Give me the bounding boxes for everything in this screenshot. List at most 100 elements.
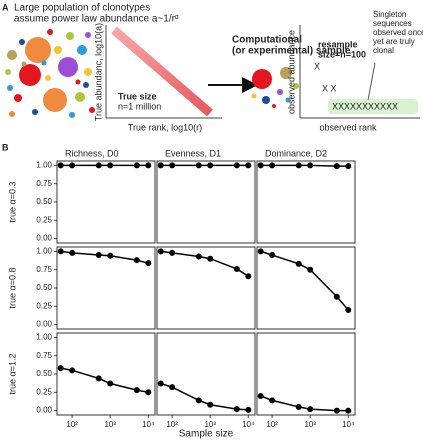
point [207,401,214,408]
facet-frame [156,246,256,330]
point [233,265,240,272]
point [207,255,214,262]
point [133,387,140,394]
note: observed once [373,28,423,37]
point [233,162,240,169]
x-tick-label: 10³ [304,420,316,429]
point [57,248,64,255]
annotation: (or experimental) sample [232,46,351,57]
x-axis-label: Sample size [179,429,234,440]
point [169,162,176,169]
point [95,375,102,382]
point [333,293,340,300]
facet-frame [56,160,156,244]
y-tick-label: 0.75 [36,351,52,360]
axis-label: observed rank [319,122,377,132]
y-tick-label: 0.50 [36,283,52,292]
point [207,162,214,169]
point [195,162,202,169]
point [295,403,302,410]
point [157,162,164,169]
y-tick-label: 0.75 [36,179,52,188]
facet-frame [256,246,356,330]
annotation: resample [318,39,358,49]
row-label: true α=1.2 [7,354,17,395]
y-tick-label: 0.00 [36,320,52,329]
point [169,384,176,391]
point [95,162,102,169]
point [107,252,114,259]
annotation: X [314,61,320,71]
panel-a: A Large population of clonotypes assume … [2,2,423,132]
point [345,407,352,414]
y-tick-label: 1.00 [36,333,52,342]
point [57,162,64,169]
note: yet are truly [373,37,415,46]
panel-label: A [2,2,9,12]
y-tick-label: 0.50 [36,197,52,206]
point [295,260,302,267]
point [269,252,276,259]
point [345,163,352,170]
point [145,260,152,267]
title: assume power law abundance a~1/rᵅ [14,14,179,25]
x-tick-label: 10⁴ [142,420,155,429]
facet-frame [156,332,256,416]
point [157,248,164,255]
clonotype-circles [5,29,95,118]
x-tick-label: 10² [266,420,278,429]
point [69,249,76,256]
y-tick-label: 0.00 [36,406,52,415]
point [307,266,314,273]
facet-frame [56,332,156,416]
x-tick-label: 10³ [204,420,216,429]
note: Singleton [373,10,406,19]
point [269,397,276,404]
point [233,406,240,413]
point [107,162,114,169]
facet-frame [256,160,356,244]
y-tick-label: 0.25 [36,301,52,310]
x-tick-label: 10³ [104,420,116,429]
y-tick-label: 1.00 [36,161,52,170]
row-label: true α=0.3 [7,182,17,223]
point [307,406,314,413]
point [257,248,264,255]
facet-frame [156,160,256,244]
column-label: Dominance, D2 [265,148,327,158]
axis-label: observed abundance [286,30,296,114]
facet-frame [256,332,356,416]
point [269,162,276,169]
y-tick-label: 0.50 [36,369,52,378]
y-tick-label: 0.75 [36,265,52,274]
x-tick-label: 10² [66,420,78,429]
y-tick-label: 1.00 [36,247,52,256]
y-tick-label: 0.25 [36,387,52,396]
point [245,273,252,280]
point [145,389,152,396]
point [133,257,140,264]
panel-label: B [2,142,9,152]
point [107,380,114,387]
axis-label: True rank, log10(r) [128,122,202,132]
annotation: size=n=100 [318,49,366,59]
point [295,162,302,169]
point [95,252,102,259]
point [307,162,314,169]
annotation: Computational [232,35,302,46]
point [245,162,252,169]
note: clonal [373,46,394,55]
x-tick-label: 10² [166,420,178,429]
highlight [328,99,418,114]
point [333,407,340,414]
series-line [260,250,349,311]
note: sequences [373,19,412,28]
axis-label: True abundanc, log10(a) [93,23,103,121]
annotation: True size [118,91,157,101]
point [157,380,164,387]
sample-circles [251,67,299,108]
point [69,162,76,169]
point [333,163,340,170]
x-tick-label: 10⁴ [342,420,355,429]
